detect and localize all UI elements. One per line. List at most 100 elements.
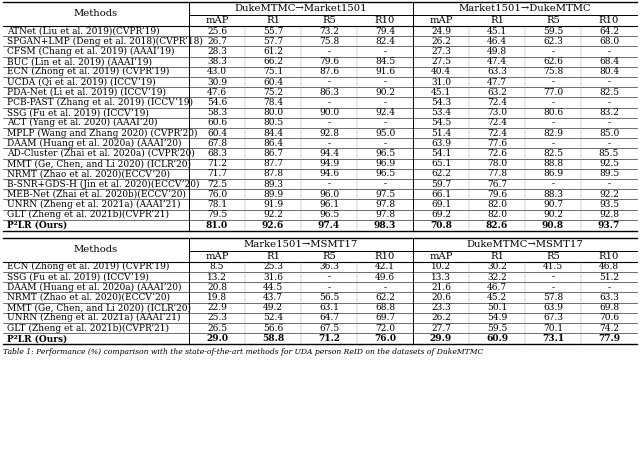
Text: 77.0: 77.0 <box>543 88 563 97</box>
Text: 88.3: 88.3 <box>543 190 563 199</box>
Text: 92.6: 92.6 <box>262 221 284 230</box>
Text: 82.5: 82.5 <box>599 88 619 97</box>
Text: 72.4: 72.4 <box>487 118 507 127</box>
Text: 56.6: 56.6 <box>263 324 283 333</box>
Text: 82.0: 82.0 <box>487 200 507 209</box>
Text: -: - <box>607 283 611 292</box>
Text: 82.0: 82.0 <box>487 210 507 219</box>
Text: 79.5: 79.5 <box>207 210 227 219</box>
Text: 50.1: 50.1 <box>487 303 507 312</box>
Text: 80.0: 80.0 <box>263 108 283 117</box>
Text: 92.8: 92.8 <box>319 129 339 138</box>
Text: GLT (Zheng et al. 2021b)(CVPR’21): GLT (Zheng et al. 2021b)(CVPR’21) <box>7 210 169 219</box>
Text: 54.9: 54.9 <box>487 313 507 322</box>
Text: 97.5: 97.5 <box>375 190 395 199</box>
Text: 90.7: 90.7 <box>543 200 563 209</box>
Text: 69.1: 69.1 <box>431 200 451 209</box>
Text: 54.3: 54.3 <box>431 98 451 107</box>
Text: -: - <box>328 273 330 282</box>
Text: 52.4: 52.4 <box>263 313 283 322</box>
Text: -: - <box>328 180 330 188</box>
Text: 54.1: 54.1 <box>431 149 451 158</box>
Text: 29.9: 29.9 <box>430 334 452 343</box>
Text: -: - <box>328 47 330 56</box>
Text: 86.7: 86.7 <box>263 149 283 158</box>
Text: 93.7: 93.7 <box>598 221 620 230</box>
Text: 67.5: 67.5 <box>319 324 339 333</box>
Text: BUC (Lin et al. 2019) (AAAI’19): BUC (Lin et al. 2019) (AAAI’19) <box>7 57 152 66</box>
Text: -: - <box>607 180 611 188</box>
Text: R5: R5 <box>546 252 560 261</box>
Text: 95.0: 95.0 <box>375 129 395 138</box>
Text: -: - <box>552 98 554 107</box>
Text: 72.0: 72.0 <box>375 324 395 333</box>
Text: 69.7: 69.7 <box>375 313 395 322</box>
Text: 66.2: 66.2 <box>263 57 283 66</box>
Text: 45.1: 45.1 <box>487 27 507 36</box>
Text: 62.6: 62.6 <box>543 57 563 66</box>
Text: 38.3: 38.3 <box>207 57 227 66</box>
Text: 92.2: 92.2 <box>599 190 619 199</box>
Text: -: - <box>552 273 554 282</box>
Text: -: - <box>328 98 330 107</box>
Text: 13.2: 13.2 <box>207 273 227 282</box>
Text: 67.3: 67.3 <box>543 313 563 322</box>
Text: 27.5: 27.5 <box>431 57 451 66</box>
Text: -: - <box>383 98 387 107</box>
Text: 80.6: 80.6 <box>543 108 563 117</box>
Text: 62.2: 62.2 <box>375 293 395 302</box>
Text: 47.4: 47.4 <box>487 57 507 66</box>
Text: 60.4: 60.4 <box>207 129 227 138</box>
Text: 63.2: 63.2 <box>487 88 507 97</box>
Text: 90.0: 90.0 <box>319 108 339 117</box>
Text: 92.2: 92.2 <box>263 210 283 219</box>
Text: 97.4: 97.4 <box>318 221 340 230</box>
Text: R5: R5 <box>322 252 336 261</box>
Text: -: - <box>607 78 611 86</box>
Text: DAAM (Huang et al. 2020a) (AAAI’20): DAAM (Huang et al. 2020a) (AAAI’20) <box>7 139 182 148</box>
Text: 41.5: 41.5 <box>543 262 563 271</box>
Text: 63.3: 63.3 <box>487 67 507 77</box>
Text: 23.3: 23.3 <box>431 303 451 312</box>
Text: -: - <box>383 78 387 86</box>
Text: PDA-Net (Li et al. 2019) (ICCV’19): PDA-Net (Li et al. 2019) (ICCV’19) <box>7 88 166 97</box>
Text: 96.5: 96.5 <box>375 149 395 158</box>
Text: 79.4: 79.4 <box>375 27 395 36</box>
Text: 82.5: 82.5 <box>543 149 563 158</box>
Text: 75.2: 75.2 <box>263 88 283 97</box>
Text: 43.7: 43.7 <box>263 293 283 302</box>
Text: 40.4: 40.4 <box>431 67 451 77</box>
Text: mAP: mAP <box>429 252 452 261</box>
Text: 49.6: 49.6 <box>375 273 395 282</box>
Text: 31.0: 31.0 <box>431 78 451 86</box>
Text: 60.6: 60.6 <box>207 118 227 127</box>
Text: -: - <box>328 118 330 127</box>
Text: 13.3: 13.3 <box>431 273 451 282</box>
Text: P²LR (Ours): P²LR (Ours) <box>7 221 67 230</box>
Text: -: - <box>607 139 611 148</box>
Text: 21.6: 21.6 <box>431 283 451 292</box>
Text: 72.5: 72.5 <box>207 180 227 188</box>
Text: Methods: Methods <box>74 9 118 18</box>
Text: 96.9: 96.9 <box>375 159 395 168</box>
Text: SSG (Fu et al. 2019) (ICCV’19): SSG (Fu et al. 2019) (ICCV’19) <box>7 108 149 117</box>
Text: 28.3: 28.3 <box>207 47 227 56</box>
Text: 43.0: 43.0 <box>207 67 227 77</box>
Text: 45.1: 45.1 <box>431 88 451 97</box>
Text: UCDA (Qi et al. 2019) (ICCV’19): UCDA (Qi et al. 2019) (ICCV’19) <box>7 78 156 86</box>
Text: R1: R1 <box>490 252 504 261</box>
Text: 46.8: 46.8 <box>599 262 619 271</box>
Text: 84.5: 84.5 <box>375 57 395 66</box>
Text: 91.9: 91.9 <box>263 200 283 209</box>
Text: 8.5: 8.5 <box>210 262 224 271</box>
Text: -: - <box>552 47 554 56</box>
Text: 25.3: 25.3 <box>263 262 283 271</box>
Text: 92.5: 92.5 <box>599 159 619 168</box>
Text: 27.3: 27.3 <box>431 47 451 56</box>
Text: 70.6: 70.6 <box>599 313 619 322</box>
Text: 59.5: 59.5 <box>487 324 507 333</box>
Text: 30.2: 30.2 <box>487 262 507 271</box>
Text: 70.8: 70.8 <box>430 221 452 230</box>
Text: 96.5: 96.5 <box>319 210 339 219</box>
Text: -: - <box>607 47 611 56</box>
